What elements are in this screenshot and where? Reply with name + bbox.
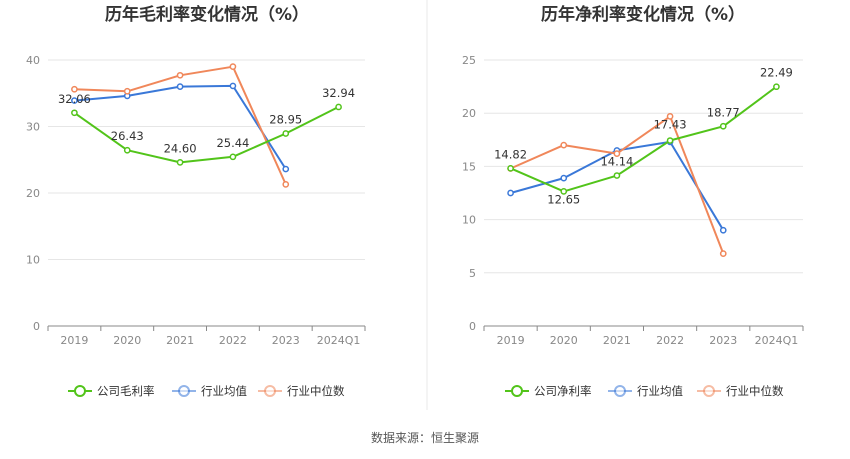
y-tick-label: 40 (26, 54, 40, 67)
y-tick-label: 10 (26, 254, 40, 267)
legend-label: 行业均值 (201, 384, 247, 398)
data-point (666, 137, 674, 144)
y-tick-label: 20 (26, 187, 40, 200)
series-line (74, 84, 287, 170)
data-point (335, 103, 342, 111)
data-point (71, 97, 78, 104)
legend-label: 行业中位数 (287, 384, 345, 398)
data-point (613, 150, 621, 157)
data-label: 14.14 (600, 155, 633, 169)
legend-item: 行业中位数 (697, 384, 784, 398)
x-tick-label: 2024Q1 (317, 334, 361, 347)
x-tick-label: 2021 (166, 334, 194, 347)
x-tick-label: 2020 (113, 334, 141, 347)
x-tick-label: 2022 (656, 334, 684, 347)
data-label: 26.43 (111, 129, 144, 143)
data-point (613, 172, 621, 179)
data-label: 14.82 (494, 147, 527, 161)
legend-item: 行业均值 (172, 384, 247, 398)
legend-swatch-marker (178, 385, 190, 397)
legend-swatch-marker (264, 385, 276, 397)
data-label: 32.06 (58, 92, 91, 106)
chart-title: 历年毛利率变化情况（%） (105, 4, 309, 25)
data-label: 25.44 (216, 136, 249, 150)
data-point (719, 122, 727, 130)
data-point (229, 82, 237, 90)
data-point (560, 174, 568, 182)
data-point (123, 146, 131, 154)
x-tick-label: 2021 (603, 334, 631, 347)
data-point (123, 87, 131, 95)
legend-item: 公司净利率 (505, 384, 592, 398)
legend-label: 行业中位数 (726, 384, 784, 398)
y-tick-label: 0 (469, 320, 476, 333)
legend-label: 行业均值 (637, 384, 683, 398)
legend-swatch-marker (74, 385, 86, 397)
y-tick-label: 30 (26, 121, 40, 134)
legend-item: 公司毛利率 (68, 384, 155, 398)
data-point (176, 71, 184, 79)
legend-item: 行业均值 (608, 384, 683, 398)
data-point (229, 63, 237, 71)
data-point (229, 153, 237, 161)
x-tick-label: 2023 (709, 334, 737, 347)
data-point (666, 113, 674, 120)
data-point (507, 189, 514, 197)
series-line (73, 106, 340, 164)
legend-swatch-marker (703, 385, 715, 397)
data-source-label: 数据来源：恒生聚源 (371, 430, 479, 445)
legend-label: 公司毛利率 (97, 384, 155, 398)
data-point (282, 165, 290, 173)
data-label: 28.95 (269, 112, 302, 126)
legend-swatch-marker (511, 385, 523, 397)
x-tick-label: 2019 (60, 334, 88, 347)
y-tick-label: 20 (462, 107, 476, 120)
data-label: 18.77 (707, 105, 740, 119)
legend-label: 公司净利率 (534, 384, 592, 398)
data-point (507, 164, 514, 172)
data-label: 17.43 (654, 118, 687, 132)
series-line (510, 85, 777, 193)
data-point (176, 83, 184, 90)
net-margin-chart: 历年净利率变化情况（%） 0 5 10 15 20 25 2019 2020 2021 2022 2… (462, 4, 804, 398)
x-tick-label: 2023 (272, 334, 300, 347)
x-tick-label: 2020 (550, 334, 578, 347)
data-point (71, 85, 78, 93)
data-point (176, 159, 184, 166)
data-point (560, 141, 568, 149)
x-tick-label: 2019 (497, 334, 525, 347)
y-tick-label: 5 (469, 267, 476, 280)
data-point (719, 250, 727, 257)
x-tick-label: 2024Q1 (755, 334, 799, 347)
y-tick-label: 15 (462, 160, 476, 173)
x-tick-label: 2022 (219, 334, 247, 347)
y-tick-label: 25 (462, 54, 476, 67)
legend-item: 行业中位数 (258, 384, 345, 398)
data-label: 32.94 (322, 86, 355, 100)
data-point (71, 109, 78, 117)
data-point (282, 130, 290, 137)
chart-title: 历年净利率变化情况（%） (541, 4, 745, 25)
y-tick-label: 0 (33, 320, 40, 333)
y-tick-label: 10 (462, 214, 476, 227)
legend-swatch-marker (614, 385, 626, 397)
data-point (560, 188, 568, 195)
data-label: 24.60 (164, 141, 197, 155)
data-label: 12.65 (547, 192, 580, 206)
data-point (719, 226, 727, 234)
data-point (773, 83, 780, 91)
data-label: 22.49 (760, 66, 793, 80)
data-point (282, 181, 290, 188)
gross-margin-chart: 历年毛利率变化情况（%） 0 10 20 30 40 2019 2020 2021 2022 20… (26, 4, 366, 398)
